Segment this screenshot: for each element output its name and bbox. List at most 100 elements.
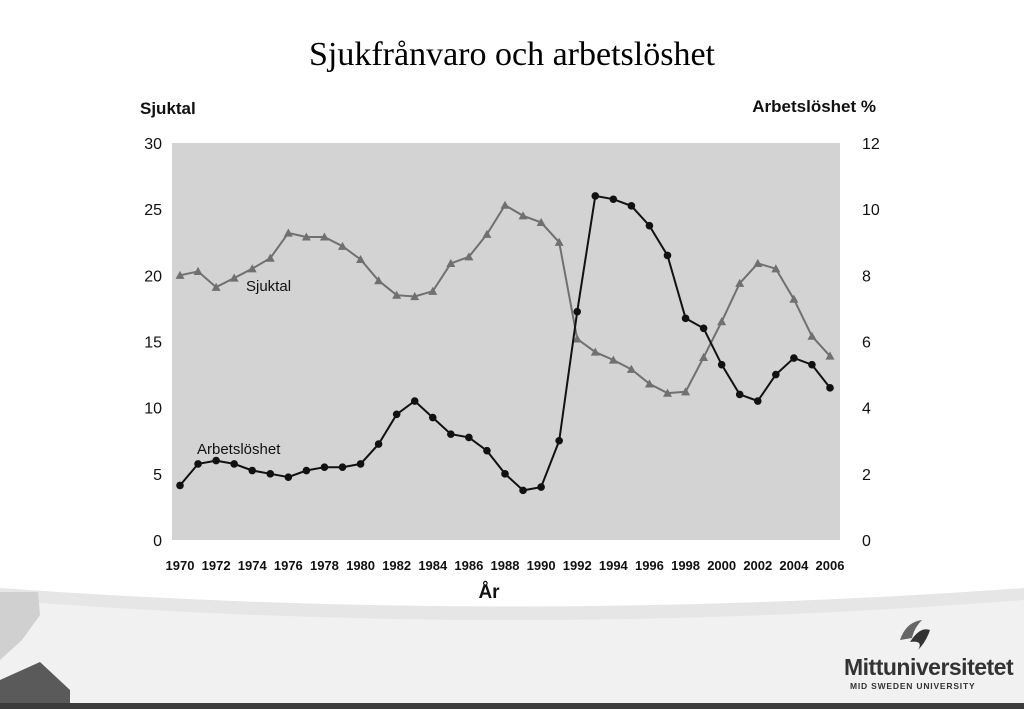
left-tick-label: 25 bbox=[144, 202, 162, 219]
data-point-arbetsl-shet bbox=[555, 436, 563, 445]
data-point-arbetsl-shet bbox=[284, 473, 293, 481]
data-point-arbetsl-shet bbox=[591, 192, 600, 200]
data-point-sjuktal bbox=[717, 317, 727, 326]
data-point-sjuktal bbox=[410, 292, 420, 301]
data-point-arbetsl-shet bbox=[428, 413, 437, 422]
data-point-arbetsl-shet bbox=[194, 460, 202, 468]
right-tick-label: 4 bbox=[862, 401, 871, 418]
data-point-arbetsl-shet bbox=[573, 307, 582, 316]
data-point-sjuktal bbox=[211, 282, 221, 291]
data-point-arbetsl-shet bbox=[176, 481, 184, 490]
data-point-arbetsl-shet bbox=[465, 433, 473, 442]
data-point-sjuktal bbox=[644, 379, 654, 388]
data-point-arbetsl-shet bbox=[609, 195, 618, 204]
data-point-arbetsl-shet bbox=[717, 360, 726, 369]
right-tick-label: 2 bbox=[862, 467, 871, 484]
left-tick-label: 20 bbox=[144, 268, 162, 285]
slide-title: Sjukfrånvaro och arbetslöshet bbox=[309, 36, 715, 73]
x-tick-label: 1974 bbox=[238, 558, 268, 573]
data-point-sjuktal bbox=[771, 264, 781, 273]
x-tick-label: 2004 bbox=[779, 558, 809, 573]
data-point-sjuktal bbox=[590, 347, 600, 356]
data-point-arbetsl-shet bbox=[772, 370, 780, 379]
right-tick-label: 0 bbox=[862, 533, 871, 550]
data-point-arbetsl-shet bbox=[302, 466, 311, 475]
data-point-sjuktal bbox=[518, 211, 528, 220]
data-point-sjuktal bbox=[699, 352, 709, 361]
x-tick-label: 1998 bbox=[671, 558, 700, 573]
data-point-sjuktal bbox=[301, 232, 311, 241]
data-point-sjuktal bbox=[536, 217, 546, 226]
data-point-sjuktal bbox=[482, 229, 492, 238]
data-point-sjuktal bbox=[663, 388, 672, 397]
x-tick-label: 1994 bbox=[599, 558, 629, 573]
data-point-arbetsl-shet bbox=[537, 483, 545, 491]
annotation-arbetsloshet: Arbetslöshet bbox=[197, 441, 281, 458]
data-point-sjuktal bbox=[283, 228, 293, 237]
left-axis-title: Sjuktal bbox=[140, 99, 196, 118]
data-point-sjuktal bbox=[247, 264, 257, 273]
left-tick-label: 15 bbox=[144, 335, 162, 352]
data-point-arbetsl-shet bbox=[790, 354, 798, 362]
x-tick-label: 2006 bbox=[816, 558, 845, 573]
x-tick-label: 1988 bbox=[491, 558, 520, 573]
data-point-sjuktal bbox=[608, 355, 618, 364]
x-tick-label: 1980 bbox=[346, 558, 375, 573]
x-tick-label: 2002 bbox=[743, 558, 772, 573]
data-point-sjuktal bbox=[789, 294, 799, 303]
data-point-sjuktal bbox=[626, 364, 636, 373]
data-point-arbetsl-shet bbox=[447, 430, 455, 438]
logo-name: Mittuniversitetet bbox=[844, 654, 1014, 680]
x-tick-label: 1986 bbox=[454, 558, 483, 573]
x-axis-title: År bbox=[478, 582, 500, 603]
data-point-arbetsl-shet bbox=[645, 221, 654, 230]
data-point-sjuktal bbox=[753, 258, 763, 268]
axes: 0 5 10 15 20 25 30 0 2 4 6 8 10 12 1970 1972 1974 1976 197… bbox=[144, 136, 880, 573]
logo-subtitle: MID SWEDEN UNIVERSITY bbox=[850, 681, 976, 691]
data-point-sjuktal bbox=[193, 266, 203, 275]
data-point-sjuktal bbox=[572, 334, 582, 343]
annotation-sjuktal: Sjuktal bbox=[246, 278, 291, 295]
data-point-arbetsl-shet bbox=[320, 463, 329, 472]
data-point-arbetsl-shet bbox=[248, 466, 257, 475]
data-point-arbetsl-shet bbox=[212, 456, 220, 465]
data-point-arbetsl-shet bbox=[826, 384, 834, 392]
x-tick-label: 1984 bbox=[418, 558, 448, 573]
x-tick-label: 2000 bbox=[707, 558, 736, 573]
series-layer bbox=[175, 192, 835, 495]
left-tick-label: 0 bbox=[153, 533, 162, 550]
x-tick-label: 1978 bbox=[310, 558, 339, 573]
data-point-sjuktal bbox=[735, 278, 745, 287]
data-point-arbetsl-shet bbox=[266, 470, 275, 478]
data-point-sjuktal bbox=[807, 331, 817, 340]
x-tick-label: 1976 bbox=[274, 558, 303, 573]
data-point-sjuktal bbox=[229, 273, 239, 282]
data-point-arbetsl-shet bbox=[519, 486, 527, 495]
x-tick-label: 1982 bbox=[382, 558, 411, 573]
right-axis-title: Arbetslöshet % bbox=[752, 97, 876, 116]
data-point-arbetsl-shet bbox=[230, 460, 238, 468]
right-tick-label: 8 bbox=[862, 268, 871, 285]
data-point-sjuktal bbox=[338, 241, 347, 250]
right-tick-label: 12 bbox=[862, 136, 880, 153]
data-point-arbetsl-shet bbox=[356, 460, 365, 468]
left-tick-label: 10 bbox=[144, 401, 162, 418]
data-point-arbetsl-shet bbox=[410, 397, 419, 405]
data-point-sjuktal bbox=[681, 387, 691, 396]
data-point-sjuktal bbox=[374, 276, 384, 285]
footer-band bbox=[0, 588, 1024, 709]
x-tick-label: 1970 bbox=[166, 558, 195, 573]
data-point-sjuktal bbox=[392, 290, 402, 299]
data-point-sjuktal bbox=[554, 237, 564, 246]
data-point-arbetsl-shet bbox=[735, 390, 744, 399]
data-point-arbetsl-shet bbox=[808, 360, 816, 369]
data-point-arbetsl-shet bbox=[663, 251, 672, 260]
right-tick-label: 6 bbox=[862, 335, 871, 352]
data-point-arbetsl-shet bbox=[392, 410, 401, 419]
data-point-sjuktal bbox=[265, 253, 275, 262]
x-tick-label: 1996 bbox=[635, 558, 664, 573]
left-tick-label: 5 bbox=[153, 467, 162, 484]
logo-mark bbox=[900, 620, 930, 650]
footer-logo: Mittuniversitetet MID SWEDEN UNIVERSITY bbox=[836, 614, 1014, 694]
